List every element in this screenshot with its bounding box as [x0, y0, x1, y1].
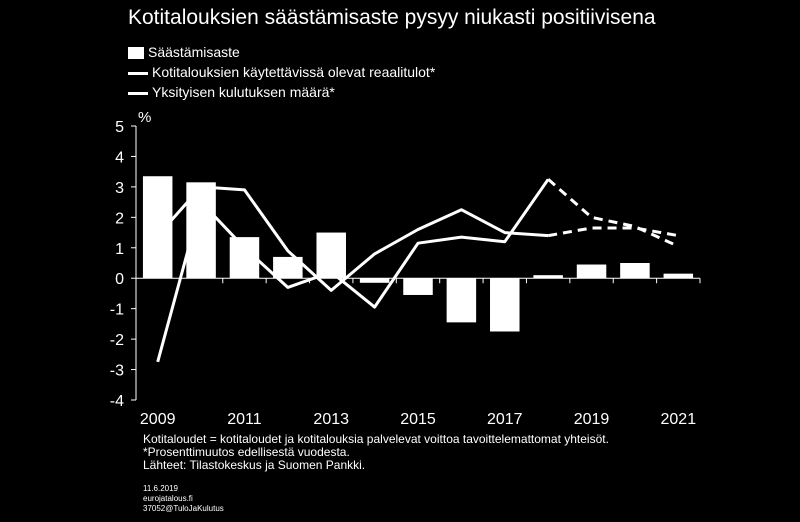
y-tick-label: -2: [110, 332, 124, 349]
bar: [490, 278, 520, 332]
bar: [620, 263, 650, 279]
series-line-forecast-1: [547, 226, 679, 238]
legend-line-swatch: [128, 91, 148, 95]
bar: [533, 275, 563, 279]
x-tick-label: 2011: [227, 411, 262, 428]
legend-bar-swatch: [128, 47, 144, 60]
y-tick-label: 3: [115, 180, 124, 197]
meta-id: 37052@TuloJaKulutus: [143, 504, 224, 513]
x-tick-label: 2013: [313, 411, 349, 428]
bar: [446, 278, 477, 323]
y-axis-label: %: [138, 109, 151, 126]
legend-item-reaalitulot: Kotitalouksien käytettävissä olevat reaa…: [128, 64, 435, 80]
meta-site: eurojatalous.fi: [143, 494, 193, 503]
bar: [273, 256, 303, 279]
y-tick-label: 5: [115, 119, 124, 136]
bar: [403, 278, 433, 295]
legend-item-saastamisaste: Säästämisaste: [128, 44, 240, 60]
series-line-2: [156, 178, 550, 363]
y-tick-label: 4: [115, 149, 124, 166]
x-tick-label: 2017: [487, 411, 523, 428]
y-tick-label: 0: [115, 271, 124, 288]
y-tick-label: 1: [115, 241, 124, 258]
footnote: Lähteet: Tilastokeskus ja Suomen Pankki.: [143, 458, 366, 472]
x-tick-label: 2021: [661, 411, 697, 428]
footnote: Kotitaloudet = kotitaloudet ja kotitalou…: [143, 432, 609, 446]
legend-label: Säästämisaste: [148, 44, 240, 60]
y-tick-label: 2: [115, 210, 124, 227]
x-tick-label: 2009: [140, 411, 176, 428]
bar: [142, 176, 173, 279]
meta-date: 11.6.2019: [143, 484, 178, 493]
y-tick-label: -4: [110, 393, 124, 410]
chart-title: Kotitalouksien säästämisaste pysyy niuka…: [128, 6, 656, 29]
footnote: *Prosenttimuutos edellisestä vuodesta.: [143, 445, 350, 459]
y-tick-label: -1: [110, 302, 124, 319]
legend-label: Yksityisen kulutuksen määrä*: [152, 84, 335, 100]
series-line-forecast-2: [547, 178, 679, 248]
bar: [576, 264, 607, 279]
legend-label: Kotitalouksien käytettävissä olevat reaa…: [152, 64, 436, 80]
bar: [359, 278, 390, 283]
bar: [663, 273, 694, 279]
legend-item-kulutus: Yksityisen kulutuksen määrä*: [128, 84, 335, 100]
legend-line-swatch: [128, 71, 148, 75]
x-tick-label: 2015: [400, 411, 436, 428]
x-tick-label: 2019: [574, 411, 610, 428]
y-tick-label: -3: [110, 363, 124, 380]
series-line-1: [156, 185, 549, 292]
